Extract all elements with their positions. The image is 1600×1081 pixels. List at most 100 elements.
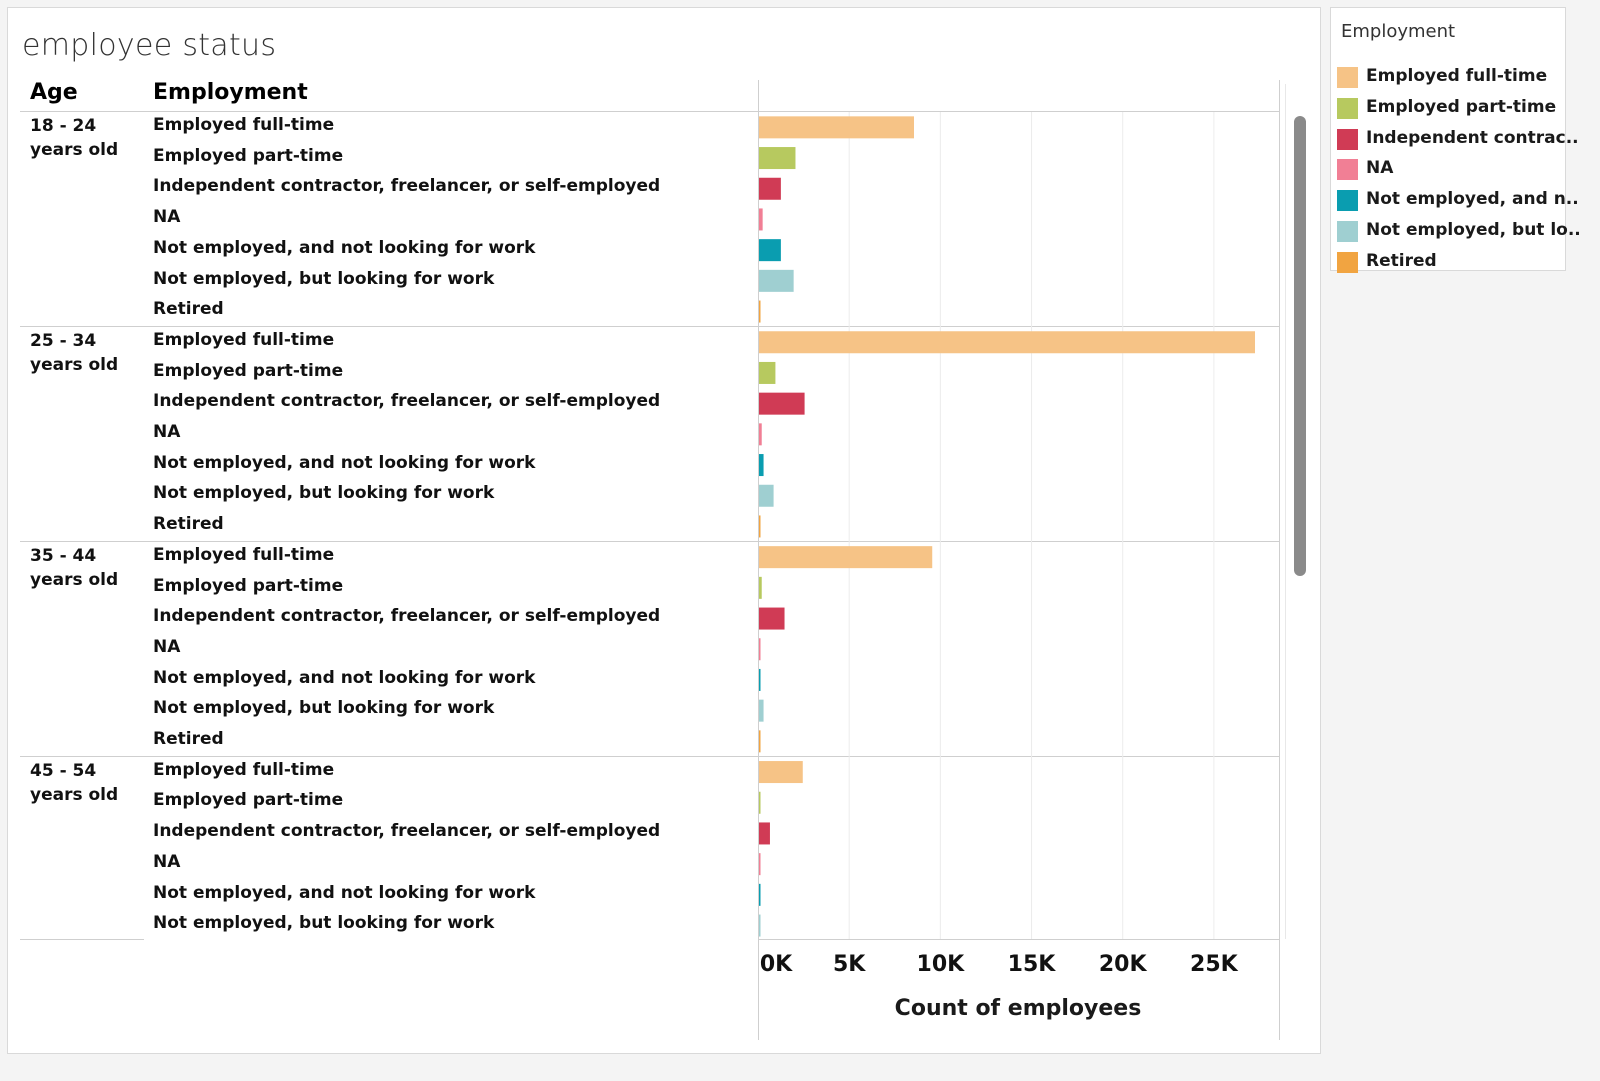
age-group-label: 25 - 34 years old	[30, 330, 119, 375]
employment-label: Not employed, but looking for work	[153, 483, 495, 504]
employment-label: Not employed, but looking for work	[153, 698, 495, 719]
employment-label: Employed full-time	[153, 759, 335, 780]
legend-swatch	[1337, 97, 1358, 119]
employment-label: NA	[153, 422, 181, 442]
legend-item[interactable]: Employed full-time	[1337, 65, 1561, 91]
scroll-track[interactable]	[1285, 84, 1286, 939]
header-divider	[20, 111, 1279, 112]
legend-label: NA	[1366, 158, 1394, 179]
bar[interactable]	[759, 699, 764, 722]
bar[interactable]	[759, 761, 803, 784]
employment-label: Not employed, but looking for work	[153, 913, 495, 934]
employment-label: Retired	[153, 729, 224, 749]
bar[interactable]	[759, 361, 776, 384]
viz-panel	[7, 7, 1321, 1054]
age-group-label: 45 - 54 years old	[30, 760, 119, 805]
legend-label: Employed full-time	[1366, 66, 1548, 86]
employment-label: NA	[153, 636, 181, 657]
employment-label: Independent contractor, freelancer, or s…	[153, 606, 661, 627]
employment-label: Employed part-time	[153, 575, 344, 596]
bar[interactable]	[759, 883, 761, 906]
group-divider	[20, 325, 1279, 327]
legend-label: Retired	[1366, 250, 1437, 271]
legend-item[interactable]: Not employed, but lo..	[1337, 219, 1581, 245]
bar[interactable]	[759, 546, 933, 569]
bar[interactable]	[759, 730, 761, 753]
legend-swatch	[1337, 128, 1358, 150]
employment-label: Not employed, and not looking for work	[153, 237, 536, 258]
group-divider	[20, 755, 1279, 757]
bar[interactable]	[759, 331, 1255, 354]
legend-swatch	[1337, 159, 1358, 181]
legend-item[interactable]: Retired	[1337, 250, 1561, 276]
legend-item[interactable]: Not employed, and n..	[1337, 188, 1579, 214]
legend-item[interactable]: NA	[1337, 157, 1561, 183]
bar[interactable]	[759, 177, 781, 200]
row-bottom-line	[20, 939, 144, 940]
bar[interactable]	[759, 515, 761, 538]
x-tick-label: 20K	[1098, 952, 1147, 977]
legend-swatch	[1337, 190, 1358, 212]
bar[interactable]	[759, 454, 764, 477]
employment-label: Not employed, and not looking for work	[153, 882, 536, 903]
employment-label: Employed part-time	[153, 145, 344, 166]
legend-item[interactable]: Independent contrac..	[1337, 127, 1579, 153]
bar[interactable]	[759, 300, 761, 323]
employment-label: Not employed, but looking for work	[153, 268, 495, 289]
bar[interactable]	[759, 914, 761, 937]
chart-title: employee status	[22, 28, 277, 63]
scrollbar-thumb[interactable]	[1294, 116, 1306, 576]
x-tick-label: 10K	[916, 952, 965, 977]
legend-swatch	[1337, 251, 1358, 273]
bar[interactable]	[759, 668, 761, 691]
legend-swatch	[1337, 67, 1358, 88]
employment-header: Employment	[153, 80, 308, 105]
bar[interactable]	[759, 822, 770, 845]
employment-label: Employed full-time	[153, 115, 335, 135]
employment-label: Employed full-time	[153, 329, 335, 350]
employment-label: Employed part-time	[153, 790, 344, 811]
age-group-label: 35 - 44 years old	[30, 545, 119, 590]
age-header: Age	[30, 80, 78, 105]
bar[interactable]	[759, 607, 785, 630]
legend-label: Employed part-time	[1366, 96, 1557, 117]
employment-label: NA	[153, 851, 181, 872]
bar[interactable]	[759, 853, 761, 876]
group-divider	[20, 540, 1279, 542]
bar-chart	[759, 112, 1255, 939]
bar[interactable]	[759, 208, 763, 231]
x-axis-label: Count of employees	[894, 996, 1142, 1021]
bar[interactable]	[759, 423, 762, 446]
legend-item[interactable]: Employed part-time	[1337, 96, 1561, 122]
axis-line	[758, 80, 759, 1040]
employment-label: Independent contractor, freelancer, or s…	[153, 821, 661, 842]
bar[interactable]	[759, 269, 794, 292]
chart-right-border	[1279, 80, 1280, 1040]
employment-label: Independent contractor, freelancer, or s…	[153, 391, 661, 412]
bar[interactable]	[759, 147, 796, 170]
legend-swatch	[1337, 221, 1358, 242]
employment-label: Independent contractor, freelancer, or s…	[153, 176, 661, 197]
x-tick-label: 5K	[832, 952, 866, 977]
bar[interactable]	[759, 392, 805, 415]
legend-label: Not employed, and n..	[1366, 189, 1579, 210]
legend-label: Not employed, but lo..	[1366, 220, 1581, 240]
employment-label: Employed full-time	[153, 544, 335, 565]
bar[interactable]	[759, 239, 781, 262]
legend-label: Independent contrac..	[1366, 127, 1579, 148]
bar[interactable]	[759, 116, 914, 139]
bar[interactable]	[759, 484, 774, 507]
employment-label: NA	[153, 207, 181, 228]
legend-title: Employment	[1341, 21, 1456, 42]
x-tick-label: 0K	[759, 952, 793, 977]
bar[interactable]	[759, 576, 762, 599]
legend: Employment Employed full-time Employed pa…	[1330, 7, 1581, 273]
x-tick-label: 25K	[1190, 952, 1238, 977]
age-group-label: 18 - 24 years old	[30, 116, 119, 160]
axis-bottom-line	[758, 939, 1279, 940]
employment-label: Employed part-time	[153, 360, 344, 381]
bar[interactable]	[759, 638, 761, 661]
employment-label: Not employed, and not looking for work	[153, 667, 536, 688]
x-tick-label: 15K	[1007, 952, 1056, 977]
bar[interactable]	[759, 791, 761, 814]
